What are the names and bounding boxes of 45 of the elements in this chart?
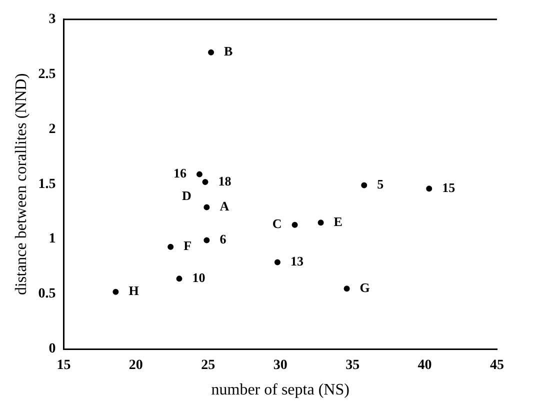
x-axis-title: number of septa (NS) — [211, 382, 350, 399]
point — [274, 259, 280, 266]
point — [168, 244, 174, 250]
annotation: 15 — [442, 180, 456, 195]
x-tick-label: 25 — [201, 358, 216, 374]
point — [361, 182, 368, 188]
annotation: A — [220, 198, 230, 214]
y-tick-label: 0 — [48, 342, 56, 357]
point — [202, 179, 208, 186]
y-tick-label: 2.5 — [38, 66, 56, 82]
point — [344, 286, 350, 292]
annotation: F — [184, 238, 192, 254]
annotation: C — [272, 216, 282, 232]
x-tick-label: 15 — [56, 358, 71, 374]
point — [426, 186, 432, 192]
point — [204, 204, 210, 210]
annotation: 18 — [218, 173, 232, 188]
x-tick-label: 20 — [128, 358, 143, 374]
annotation: E — [334, 214, 342, 230]
x-tick-label: 35 — [346, 358, 360, 374]
point — [204, 237, 210, 244]
annotation: B — [224, 44, 234, 59]
annotation: 5 — [377, 176, 384, 192]
y-tick-label: 1.5 — [38, 176, 56, 192]
y-tick-label: 2 — [48, 122, 56, 137]
x-tick-label: 45 — [490, 358, 504, 374]
y-tick-label: 0.5 — [38, 286, 56, 302]
point — [112, 288, 119, 295]
point — [176, 276, 182, 282]
y-tick-label: 1 — [48, 232, 56, 247]
x-tick-label: 30 — [273, 358, 288, 374]
x-tick-label: 40 — [418, 358, 432, 374]
point — [318, 220, 324, 226]
annotation: D — [182, 188, 192, 204]
y-tick-label: 3 — [48, 12, 56, 28]
point — [196, 171, 202, 178]
annotation: 10 — [192, 270, 206, 286]
annotation: G — [360, 280, 370, 295]
annotation: 6 — [220, 232, 227, 247]
annotation: H — [128, 283, 139, 298]
annotation: 16 — [173, 166, 187, 181]
point — [292, 222, 298, 228]
y-axis-title: distance between corallites (NND) — [12, 73, 30, 296]
annotation: 13 — [290, 254, 304, 269]
point — [208, 49, 214, 56]
